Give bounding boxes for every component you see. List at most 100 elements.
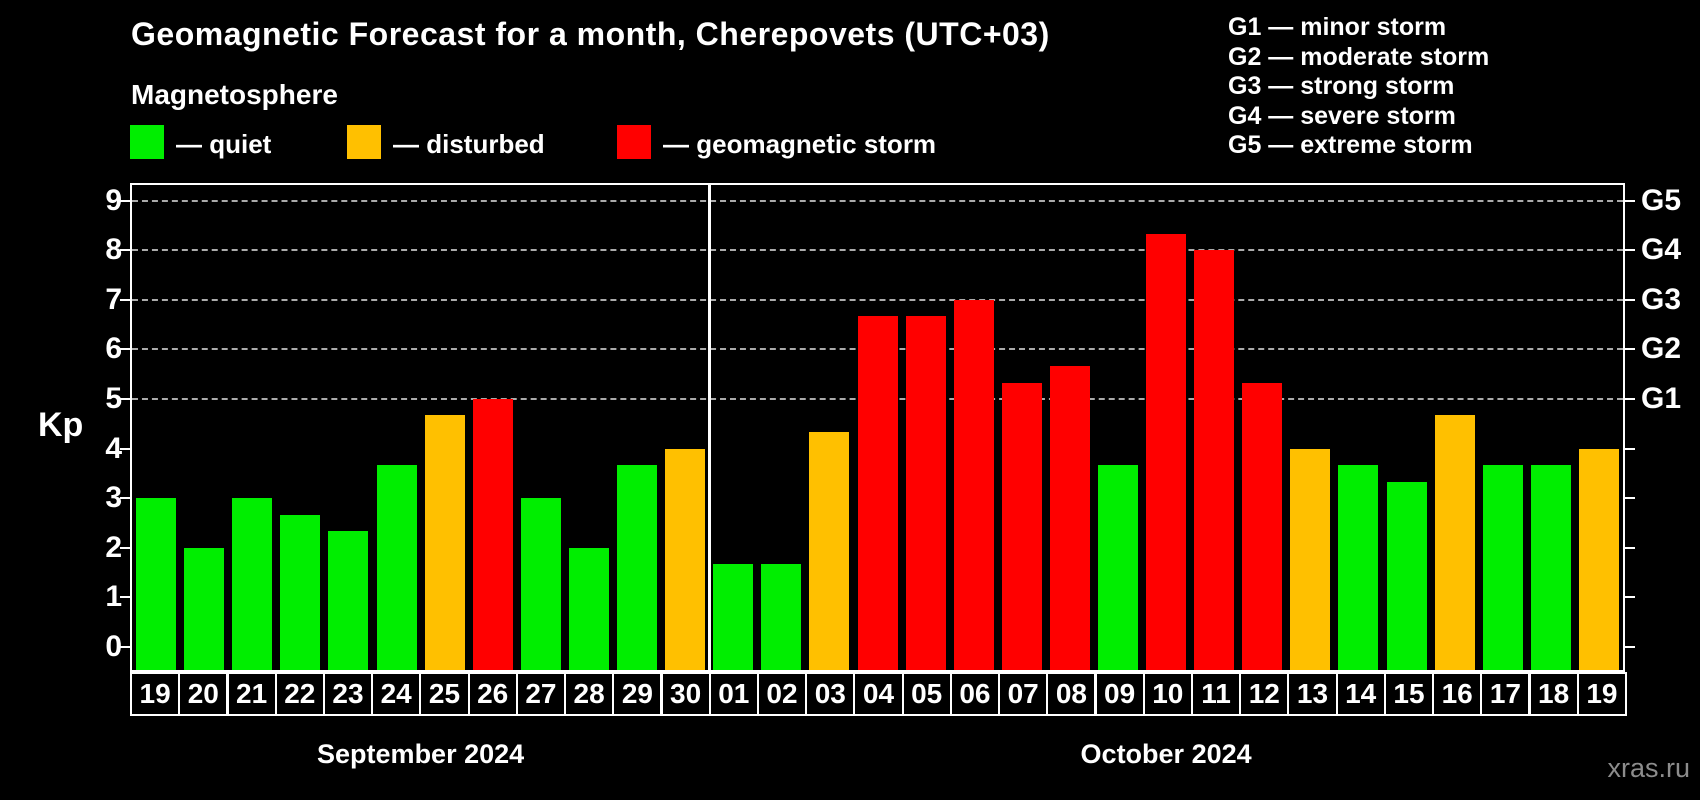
day-label-box: 21 bbox=[226, 672, 277, 716]
y-axis-tick-right bbox=[1625, 348, 1635, 351]
kp-bar-05 bbox=[905, 316, 946, 670]
y-axis-tick-right bbox=[1625, 447, 1635, 450]
kp-bar-20 bbox=[184, 547, 225, 670]
day-label-box: 15 bbox=[1383, 672, 1435, 716]
g-axis-label-G1: G1 bbox=[1641, 382, 1682, 415]
kp-gridline-8 bbox=[132, 249, 1623, 252]
y-axis-tick-left bbox=[120, 497, 130, 500]
y-axis-tick-left bbox=[120, 298, 130, 301]
kp-bar-01 bbox=[713, 564, 754, 670]
day-label-box: 19 bbox=[1576, 672, 1627, 716]
y-axis-tick-right bbox=[1625, 596, 1635, 599]
kp-bar-10 bbox=[1146, 233, 1187, 670]
y-axis-tick-left bbox=[120, 596, 130, 599]
plot-area bbox=[130, 183, 1625, 672]
day-label-box: 05 bbox=[901, 672, 952, 716]
watermark: xras.ru bbox=[1607, 753, 1690, 783]
y-axis-tick-right bbox=[1625, 497, 1635, 500]
kp-gridline-9 bbox=[132, 199, 1623, 202]
kp-bar-02 bbox=[761, 564, 802, 670]
y-axis-tick-left bbox=[120, 199, 130, 202]
g-axis-label-G5: G5 bbox=[1641, 183, 1682, 217]
day-label-box: 28 bbox=[564, 672, 615, 716]
kp-bar-29 bbox=[617, 465, 658, 670]
day-label-box: 30 bbox=[660, 672, 711, 716]
kp-bar-12 bbox=[1242, 382, 1283, 670]
y-axis-tick-label-5: 5 bbox=[105, 382, 122, 415]
day-label-box: 19 bbox=[130, 672, 181, 716]
storm-label: — geomagnetic storm bbox=[663, 129, 937, 159]
day-label-box: 06 bbox=[949, 672, 1000, 716]
day-label-box: 22 bbox=[274, 672, 325, 716]
day-label-box: 23 bbox=[322, 672, 374, 716]
quiet-swatch bbox=[130, 125, 164, 159]
kp-bar-11 bbox=[1194, 250, 1235, 670]
month-label-october: October 2024 bbox=[1080, 739, 1252, 769]
chart-title: Geomagnetic Forecast for a month, Cherep… bbox=[131, 16, 1050, 52]
kp-bar-17 bbox=[1482, 465, 1523, 670]
y-axis-tick-right bbox=[1625, 249, 1635, 252]
y-axis-tick-label-6: 6 bbox=[105, 332, 122, 366]
y-axis-tick-label-7: 7 bbox=[105, 282, 122, 316]
day-label-box: 20 bbox=[178, 672, 229, 716]
kp-bar-30 bbox=[665, 448, 706, 670]
y-axis-tick-left bbox=[120, 646, 130, 648]
y-axis-tick-label-4: 4 bbox=[105, 431, 122, 465]
kp-bar-26 bbox=[472, 399, 513, 670]
y-axis-tick-right bbox=[1625, 398, 1635, 400]
kp-bar-19 bbox=[136, 498, 177, 670]
kp-bar-25 bbox=[424, 415, 465, 670]
day-label-box: 03 bbox=[805, 672, 856, 716]
kp-bar-24 bbox=[376, 465, 417, 670]
y-axis-tick-label-2: 2 bbox=[105, 530, 122, 564]
magnetosphere-label: Magnetosphere bbox=[131, 79, 338, 110]
day-label-box: 13 bbox=[1287, 672, 1338, 716]
disturbed-swatch bbox=[347, 125, 381, 159]
storm-swatch bbox=[617, 125, 651, 159]
y-axis-tick-label-0: 0 bbox=[105, 630, 122, 663]
kp-bar-13 bbox=[1290, 448, 1331, 670]
kp-bar-16 bbox=[1434, 415, 1475, 670]
day-label-box: 12 bbox=[1239, 672, 1290, 716]
g-legend-line: G3 — strong storm bbox=[1228, 72, 1455, 100]
y-axis-tick-label-9: 9 bbox=[105, 183, 122, 217]
day-label-box: 17 bbox=[1480, 672, 1531, 716]
kp-bar-09 bbox=[1097, 465, 1138, 670]
g-axis-label-G4: G4 bbox=[1641, 233, 1682, 267]
day-label-box: 27 bbox=[515, 672, 566, 716]
y-axis-tick-label-8: 8 bbox=[105, 233, 122, 267]
day-label-box: 11 bbox=[1191, 672, 1242, 716]
g-scale-legend: G1 — minor storm G2 — moderate storm G3 — … bbox=[1228, 13, 1489, 161]
kp-bar-08 bbox=[1049, 365, 1090, 670]
day-label-box: 09 bbox=[1094, 672, 1145, 716]
y-axis-tick-label-1: 1 bbox=[105, 580, 122, 614]
kp-bar-07 bbox=[1001, 382, 1042, 670]
kp-bar-22 bbox=[280, 514, 321, 670]
day-label-box: 01 bbox=[708, 672, 759, 716]
day-label-box: 14 bbox=[1335, 672, 1386, 716]
kp-bar-18 bbox=[1530, 465, 1571, 670]
quiet-label: — quiet bbox=[176, 129, 272, 159]
kp-bar-19 bbox=[1578, 448, 1619, 670]
y-axis-tick-right bbox=[1625, 298, 1635, 301]
y-axis-tick-label-3: 3 bbox=[105, 481, 122, 515]
g-legend-line: G2 — moderate storm bbox=[1228, 42, 1490, 71]
day-label-box: 02 bbox=[756, 672, 808, 716]
kp-bar-06 bbox=[953, 299, 994, 670]
month-label-september: September 2024 bbox=[317, 739, 525, 769]
g-axis-label-G3: G3 bbox=[1641, 282, 1682, 316]
day-label-box: 16 bbox=[1432, 672, 1483, 716]
y-axis-tick-left bbox=[120, 348, 130, 351]
g-legend-line: G1 — minor storm bbox=[1228, 13, 1447, 41]
day-label-box: 29 bbox=[612, 672, 663, 716]
y-axis-tick-left bbox=[120, 398, 130, 400]
y-axis-tick-right bbox=[1625, 546, 1635, 549]
day-label-box: 24 bbox=[371, 672, 422, 716]
month-divider bbox=[707, 185, 711, 670]
y-axis-tick-left bbox=[120, 546, 130, 549]
day-label-box: 04 bbox=[853, 672, 904, 716]
kp-bar-23 bbox=[328, 531, 369, 670]
day-label-box: 07 bbox=[998, 672, 1049, 716]
day-label-box: 10 bbox=[1142, 672, 1193, 716]
